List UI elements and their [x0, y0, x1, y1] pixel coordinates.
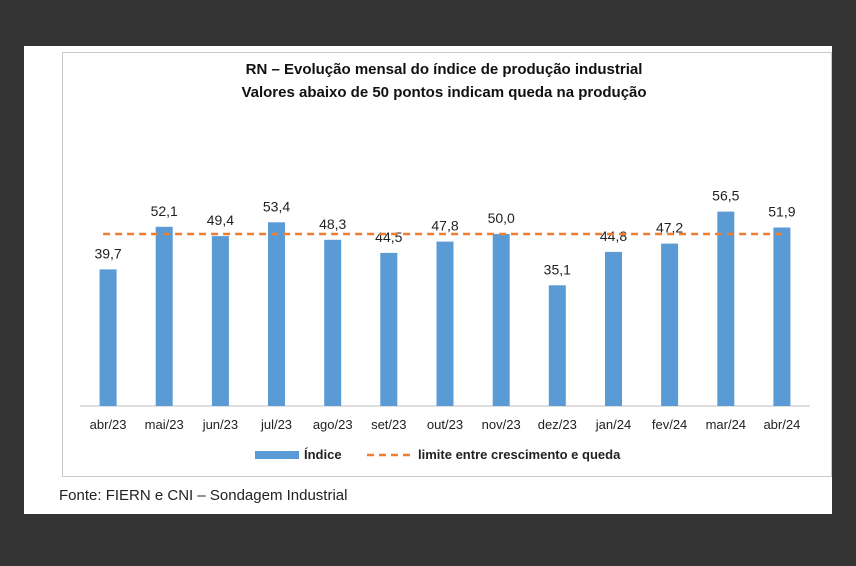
x-tick-labels-group: abr/23 mai/23 jun/23 jul/23 ago/23 set/23 out/… [90, 417, 801, 432]
x-tick-label-jan-24: jan/24 [595, 417, 631, 432]
x-tick-label-mai-23: mai/23 [145, 417, 184, 432]
bar-out-23 [436, 241, 454, 406]
chart-panel: RN – Evolução mensal do índice de produç… [24, 46, 832, 514]
value-label-out-23: 47,8 [431, 218, 458, 234]
value-label-fev-24: 47,2 [656, 220, 683, 236]
bar-jan-24 [605, 251, 622, 406]
bar-mai-23 [155, 226, 173, 406]
bar-nov-23 [492, 234, 510, 406]
x-tick-label-dez-23: dez/23 [538, 417, 577, 432]
value-label-jan-24: 44,8 [600, 228, 627, 244]
x-tick-label-set-23: set/23 [371, 417, 406, 432]
x-tick-label-nov-23: nov/23 [482, 417, 521, 432]
bar-mar-24 [717, 211, 735, 406]
bar-chart: RN – Evolução mensal do índice de produç… [80, 61, 810, 462]
bar-ago-23 [324, 239, 342, 406]
legend-swatch-index [255, 451, 299, 459]
x-tick-label-ago-23: ago/23 [313, 417, 353, 432]
value-label-mar-24: 56,5 [712, 188, 739, 204]
value-label-set-23: 44,5 [375, 229, 402, 245]
x-tick-label-out-23: out/23 [427, 417, 463, 432]
value-label-jun-23: 49,4 [207, 212, 234, 228]
chart-frame: RN – Evolução mensal do índice de produç… [62, 52, 832, 477]
source-note: Fonte: FIERN e CNI – Sondagem Industrial [59, 487, 348, 504]
value-label-ago-23: 48,3 [319, 216, 346, 232]
bar-abr-24 [773, 227, 791, 406]
bar-dez-23 [548, 285, 566, 406]
bar-jun-23 [211, 236, 229, 406]
value-label-nov-23: 50,0 [488, 210, 515, 226]
legend: Índice limite entre crescimento e queda [255, 447, 621, 462]
value-label-abr-23: 39,7 [94, 245, 121, 261]
bars-group [99, 211, 791, 406]
x-tick-label-jun-23: jun/23 [202, 417, 238, 432]
x-tick-label-jul-23: jul/23 [260, 417, 292, 432]
chart-subtitle: Valores abaixo de 50 pontos indicam qued… [241, 84, 646, 101]
value-label-jul-23: 53,4 [263, 198, 290, 214]
chart-title: RN – Evolução mensal do índice de produç… [246, 61, 643, 78]
x-tick-label-mar-24: mar/24 [706, 417, 746, 432]
x-tick-label-abr-23: abr/23 [90, 417, 127, 432]
x-tick-label-fev-24: fev/24 [652, 417, 687, 432]
bar-set-23 [380, 252, 398, 406]
x-tick-label-abr-24: abr/24 [763, 417, 800, 432]
value-label-abr-24: 51,9 [768, 204, 795, 220]
value-label-mai-23: 52,1 [151, 203, 178, 219]
legend-label-reference: limite entre crescimento e queda [418, 447, 621, 462]
legend-label-index: Índice [304, 447, 342, 462]
bar-abr-23 [99, 269, 117, 406]
bar-fev-24 [661, 243, 679, 406]
value-label-dez-23: 35,1 [544, 261, 571, 277]
bar-jul-23 [268, 222, 285, 406]
